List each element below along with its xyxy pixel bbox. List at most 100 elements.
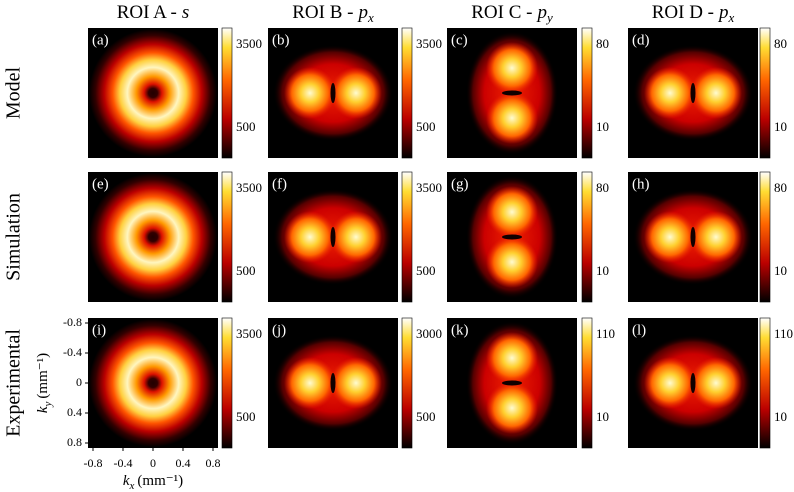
lobe	[486, 332, 538, 384]
colorbar-tick-label: 10	[774, 119, 787, 134]
axis-unit: (mm⁻¹)	[35, 353, 51, 399]
y-tick-label: 0.8	[67, 435, 82, 449]
colorbar-tick-label: 3500	[236, 180, 262, 195]
lobe	[486, 42, 538, 94]
y-axis-label: ky (mm⁻¹)	[35, 353, 53, 413]
title-symbol: p	[535, 2, 547, 23]
lobe	[486, 236, 538, 288]
panel-label: (j)	[272, 322, 286, 338]
y-tick-label: -0.4	[63, 345, 82, 359]
heatmap-panel: (g)	[447, 172, 577, 302]
heatmap-panel: (h)	[628, 172, 758, 302]
lobe	[330, 211, 382, 263]
axis-symbol: k	[35, 406, 51, 413]
title-text: ROI C -	[471, 2, 532, 23]
colorbar-tick-label: 3500	[236, 36, 262, 51]
axis-symbol: k	[123, 473, 130, 489]
title-symbol: p	[356, 2, 368, 23]
lobe	[330, 357, 382, 409]
axis-subscript: y	[42, 401, 54, 407]
colorbar	[759, 317, 771, 449]
panel-label: (c)	[451, 32, 468, 48]
colorbar	[401, 27, 413, 159]
node-line	[330, 83, 336, 103]
colorbar-tick-label: 10	[596, 119, 609, 134]
column-title: ROI A -s	[117, 2, 190, 23]
node-line	[502, 90, 522, 96]
colorbar-tick-label: 10	[774, 409, 787, 424]
heatmap-panel: (k)	[447, 318, 577, 448]
colorbar-tick-label: 80	[774, 36, 787, 51]
heatmap-panel: (c)	[447, 28, 577, 158]
colorbar-tick-label: 80	[596, 180, 609, 195]
node-line	[690, 83, 696, 103]
panel-label: (g)	[451, 176, 469, 192]
title-text: ROI A -	[117, 2, 177, 23]
colorbar-tick-label: 10	[774, 263, 787, 278]
title-subscript: x	[367, 10, 374, 25]
panel-label: (f)	[272, 176, 287, 192]
lobe	[486, 186, 538, 238]
colorbar-tick-label: 3000	[416, 326, 442, 341]
lobe	[284, 357, 336, 409]
colorbar	[581, 171, 593, 303]
panel-label: (h)	[632, 176, 650, 192]
node-line	[330, 227, 336, 247]
title-symbol: s	[182, 2, 189, 23]
heatmap-panel: (e)	[88, 172, 218, 302]
colorbar-tick-label: 80	[596, 36, 609, 51]
title-subscript: x	[728, 10, 735, 25]
lobe	[644, 67, 696, 119]
lobe	[486, 382, 538, 434]
colorbar	[581, 317, 593, 449]
colorbar	[221, 171, 233, 303]
colorbar-tick-label: 500	[416, 119, 436, 134]
axis-subscript: x	[129, 480, 135, 492]
title-text: ROI B -	[292, 2, 353, 23]
row-label: Simulation	[3, 193, 25, 281]
y-tick-label: -0.8	[63, 315, 82, 329]
colorbar-tick-label: 110	[774, 326, 793, 341]
lobe	[284, 211, 336, 263]
heatmap-panel: (b)	[268, 28, 398, 158]
heatmap-panel: (j)	[268, 318, 398, 448]
colorbar	[759, 27, 771, 159]
lobe	[644, 211, 696, 263]
colorbar	[221, 27, 233, 159]
colorbar-tick-label: 500	[236, 263, 256, 278]
y-tick-label: 0	[76, 375, 82, 389]
lobe	[330, 67, 382, 119]
title-subscript: y	[545, 10, 553, 25]
row-label: Experimental	[3, 329, 25, 437]
colorbar	[221, 317, 233, 449]
node-line	[330, 373, 336, 393]
heatmap-panel: (d)	[628, 28, 758, 158]
panel-label: (i)	[92, 322, 106, 338]
y-tick-label: 0.4	[67, 405, 82, 419]
panel-label: (e)	[92, 176, 109, 192]
colorbar-tick-label: 500	[416, 409, 436, 424]
lobe	[486, 92, 538, 144]
title-text: ROI D -	[652, 2, 714, 23]
panel-label: (l)	[632, 322, 646, 338]
node-line	[502, 234, 522, 240]
lobe	[690, 211, 742, 263]
heatmap-panel: (a)	[88, 28, 218, 158]
column-title: ROI B - px	[292, 2, 374, 25]
panel-label: (d)	[632, 32, 650, 48]
ring-pattern	[89, 173, 217, 301]
axis-unit: (mm⁻¹)	[137, 473, 183, 489]
x-axis-label: kx (mm⁻¹)	[123, 473, 183, 491]
colorbar-tick-label: 10	[596, 263, 609, 278]
heatmap-panel: (f)	[268, 172, 398, 302]
colorbar-tick-label: 3500	[236, 326, 262, 341]
colorbar	[759, 171, 771, 303]
x-tick-label: -0.8	[84, 456, 103, 470]
panel-label: (a)	[92, 32, 109, 48]
colorbar-tick-label: 500	[236, 409, 256, 424]
row-label: Model	[3, 66, 25, 119]
title-symbol: p	[717, 2, 729, 23]
colorbar-tick-label: 3500	[416, 36, 442, 51]
x-tick-label: 0	[150, 456, 156, 470]
